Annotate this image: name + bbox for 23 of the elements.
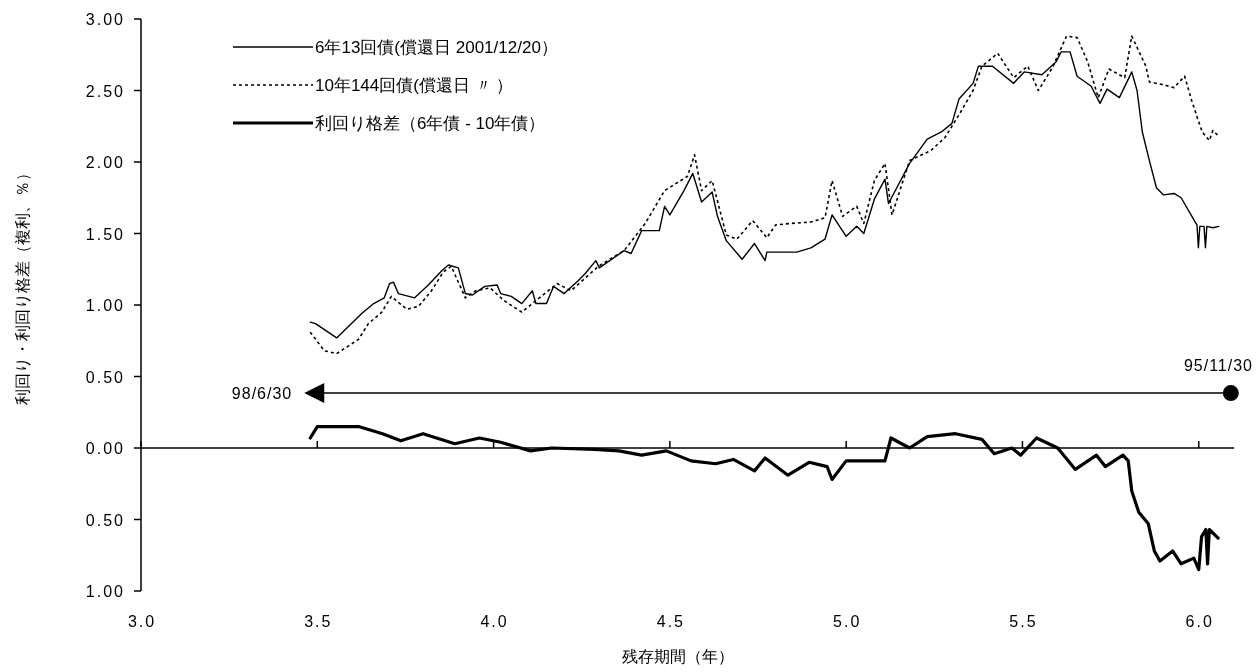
x-tick-label: 4.5 [656,613,685,630]
x-tick-label: 5.5 [1009,613,1038,630]
y-tick-label: 0.50 [85,511,125,529]
y-tick-label: 1.00 [85,297,125,314]
legend-label: 利回り格差（6年債 - 10年債） [315,114,546,133]
x-tick-label: 6.0 [1185,613,1214,630]
y-tick-label: 2.50 [85,82,125,100]
x-tick-label: 4.0 [480,613,509,630]
x-axis-title: 残存期間（年） [621,648,734,665]
y-axis-title: 利回り・利回り格差（複利、％） [14,165,31,405]
x-tick-label: 5.0 [833,613,862,630]
x-tick-label: 3.5 [304,613,333,630]
y-tick-label: 1.50 [85,225,125,243]
annotation: 95/11/30 [1183,357,1253,375]
legend-label: 10年144回債(償還日 〃 ） [315,76,514,95]
y-tick-label: 0.00 [85,440,125,457]
annotation: 98/6/30 [231,385,293,403]
y-tick-label: 3.00 [85,11,125,28]
y-tick-label: 0.50 [85,368,125,386]
x-tick-label: 3.0 [127,613,157,630]
y-tick-label: 2.00 [85,154,125,171]
y-tick-label: 1.00 [85,583,125,600]
legend-label: 6年13回債(償還日 2001/12/20） [315,38,558,57]
